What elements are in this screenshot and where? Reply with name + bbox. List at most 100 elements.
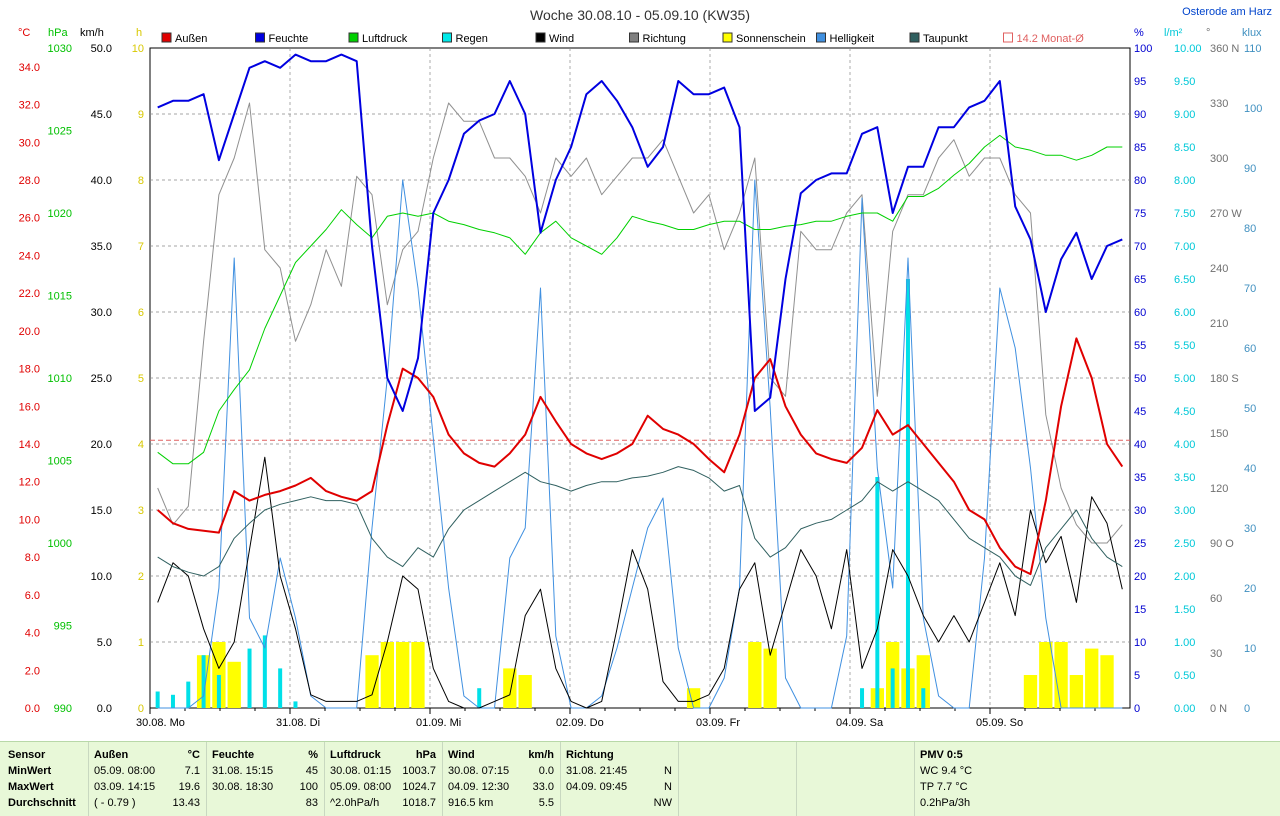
- sunshine-bar: [1039, 642, 1053, 708]
- humidity-tick-10: 50: [1134, 373, 1146, 385]
- light-tick-5: 60: [1244, 343, 1256, 355]
- day-label-1: 31.08. Di: [276, 717, 320, 729]
- rain-bar: [186, 681, 191, 708]
- humidity-tick-3: 85: [1134, 142, 1146, 154]
- rain-bar: [278, 668, 283, 708]
- rain-tick-13: 3.50: [1174, 472, 1195, 484]
- light-tick-4: 70: [1244, 283, 1256, 295]
- feuchte-min-time: 31.08. 15:15: [212, 765, 274, 777]
- humidity-tick-17: 15: [1134, 604, 1146, 616]
- humidity-tick-8: 60: [1134, 307, 1146, 319]
- rain-bar: [921, 688, 926, 708]
- axis-units: °C hPa km/h h% l/m² ° klux: [18, 27, 1262, 39]
- humidity-tick-16: 20: [1134, 571, 1146, 583]
- sun-tick-4: 6: [138, 307, 144, 319]
- feuchte-max: 100: [299, 781, 318, 793]
- luftdruck-unit: hPa: [415, 749, 436, 761]
- light-tick-9: 20: [1244, 583, 1256, 595]
- day-label-4: 03.09. Fr: [696, 717, 740, 729]
- temp-tick-17: 0.0: [25, 703, 40, 715]
- line-series: [150, 53, 1130, 709]
- rain-bar: [155, 691, 160, 708]
- humidity-tick-15: 25: [1134, 538, 1146, 550]
- row-label-min: MinWert: [8, 765, 52, 777]
- legend-label-3: Regen: [456, 33, 488, 45]
- temp-tick-6: 22.0: [19, 288, 40, 300]
- direction-tick-4: 240: [1210, 263, 1228, 275]
- luftdruck-max: 1024.7: [402, 781, 436, 793]
- sunshine-bar: [518, 675, 532, 708]
- rain-tick-6: 7.00: [1174, 241, 1195, 253]
- rain-bar: [905, 279, 910, 708]
- rain-tick-2: 9.00: [1174, 109, 1195, 121]
- pressure-tick-1: 1025: [48, 126, 72, 138]
- richtung-min-time: 31.08. 21:45: [566, 765, 628, 777]
- series-line-wind: [157, 456, 1123, 709]
- sun-tick-1: 9: [138, 109, 144, 121]
- pressure-tick-6: 1000: [48, 538, 72, 550]
- sun-tick-0: 10: [132, 43, 144, 55]
- day-label-5: 04.09. Sa: [836, 717, 884, 729]
- left-axes: 34.032.030.028.026.024.022.020.018.016.0…: [19, 43, 144, 715]
- weather-chart: Woche 30.08.10 - 05.09.10 (KW35) Osterod…: [18, 6, 1272, 729]
- pressure-tick-2: 1020: [48, 208, 72, 220]
- wind-tick-5: 25.0: [91, 373, 112, 385]
- series-line-taupunkt: [157, 466, 1123, 586]
- series-line-feuchte: [157, 53, 1123, 412]
- direction-tick-10: 60: [1210, 593, 1222, 605]
- wind-min-time: 30.08. 07:15: [448, 765, 510, 777]
- light-tick-3: 80: [1244, 223, 1256, 235]
- light-tick-10: 10: [1244, 643, 1256, 655]
- luftdruck-max-time: 05.09. 08:00: [330, 781, 392, 793]
- wind-tick-1: 45.0: [91, 109, 112, 121]
- luftdruck-title: Luftdruck: [330, 749, 381, 761]
- pmv-tp: TP 7.7 °C: [920, 781, 968, 793]
- rain-tick-8: 6.00: [1174, 307, 1195, 319]
- sunshine-bar: [1100, 655, 1114, 708]
- rain-tick-7: 6.50: [1174, 274, 1195, 286]
- humidity-tick-14: 30: [1134, 505, 1146, 517]
- wind-tick-2: 40.0: [91, 175, 112, 187]
- feuchte-avg: 83: [305, 797, 318, 809]
- sunshine-bar: [1054, 642, 1068, 708]
- rain-bar: [216, 675, 221, 708]
- direction-tick-11: 30: [1210, 648, 1222, 660]
- chart-svg: Woche 30.08.10 - 05.09.10 (KW35) Osterod…: [18, 6, 1272, 729]
- sunshine-bar: [380, 642, 394, 708]
- wind-max: 33.0: [532, 781, 554, 793]
- rain-tick-3: 8.50: [1174, 142, 1195, 154]
- humidity-tick-6: 70: [1134, 241, 1146, 253]
- legend-swatch-8: [909, 32, 920, 43]
- direction-tick-2: 300: [1210, 153, 1228, 165]
- aussen-avg: 13.43: [172, 797, 200, 809]
- sunshine-bar: [396, 642, 410, 708]
- series-line-richtung: [157, 102, 1123, 544]
- wind-tick-6: 20.0: [91, 439, 112, 451]
- sun-tick-8: 2: [138, 571, 144, 583]
- rain-tick-20: 0.00: [1174, 703, 1195, 715]
- rain-tick-18: 1.00: [1174, 637, 1195, 649]
- light-tick-11: 0: [1244, 703, 1250, 715]
- sunshine-bar: [503, 668, 517, 708]
- feuchte-title: Feuchte: [212, 749, 255, 761]
- wind-tick-4: 30.0: [91, 307, 112, 319]
- temp-tick-15: 4.0: [25, 628, 40, 640]
- location-label: Osterode am Harz: [1182, 6, 1272, 18]
- temp-tick-16: 2.0: [25, 665, 40, 677]
- row-label-avg: Durchschnitt: [8, 797, 76, 809]
- pressure-tick-8: 990: [54, 703, 72, 715]
- aussen-max: 19.6: [178, 781, 200, 793]
- pmv-wc: WC 9.4 °C: [920, 765, 973, 777]
- temp-tick-12: 10.0: [19, 514, 40, 526]
- legend-label-7: Helligkeit: [830, 33, 875, 45]
- rain-bar: [170, 694, 175, 708]
- stats-table: Sensor MinWert MaxWert Durchschnitt Auße…: [0, 741, 1280, 816]
- humidity-tick-1: 95: [1134, 76, 1146, 88]
- rain-tick-10: 5.00: [1174, 373, 1195, 385]
- rain-tick-19: 0.50: [1174, 670, 1195, 682]
- wind-avg: 5.5: [538, 797, 554, 809]
- legend-label-9: 14.2 Monat-Ø: [1017, 33, 1085, 45]
- rain-bar: [477, 688, 482, 708]
- humidity-tick-5: 75: [1134, 208, 1146, 220]
- sunshine-bar: [1085, 648, 1099, 708]
